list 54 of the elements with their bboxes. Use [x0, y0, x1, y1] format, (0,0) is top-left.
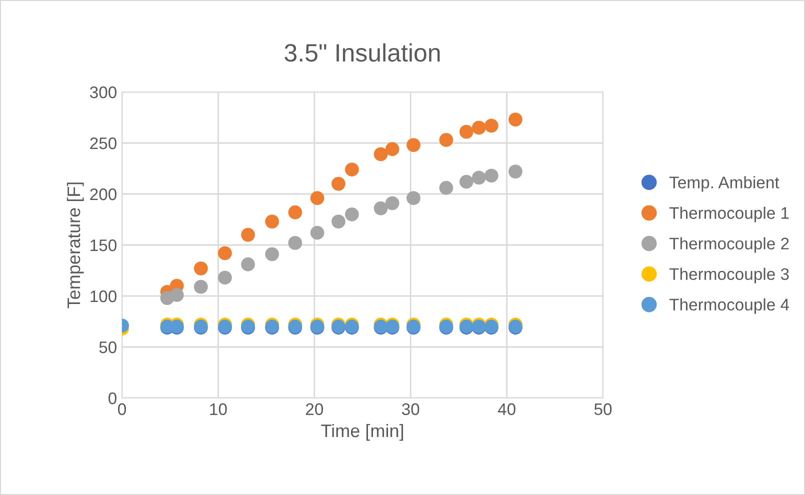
- point: [508, 164, 522, 179]
- y-axis-title: Temperature [F]: [66, 182, 84, 308]
- point: [344, 162, 359, 176]
- point: [459, 174, 474, 189]
- x-tick-label: 30: [402, 403, 420, 416]
- point: [332, 176, 346, 191]
- point: [484, 168, 498, 183]
- point: [310, 226, 324, 240]
- y-tick-label: 200: [90, 188, 116, 200]
- point: [344, 207, 359, 222]
- legend-label: Thermocouple 3: [669, 268, 789, 284]
- point: [472, 170, 486, 185]
- point: [241, 257, 255, 272]
- y-tick-label: 0: [108, 392, 116, 404]
- point: [288, 205, 302, 220]
- point: [310, 191, 324, 206]
- chart-title: 3.5" Insulation: [284, 43, 440, 62]
- y-tick-label: 50: [99, 341, 116, 354]
- point: [374, 147, 388, 162]
- point: [472, 120, 486, 135]
- y-tick-label: 250: [90, 137, 116, 150]
- point: [265, 247, 280, 262]
- point: [194, 280, 208, 294]
- point: [508, 112, 522, 126]
- x-tick-label: 0: [118, 403, 126, 416]
- legend-label: Temp. Ambient: [669, 176, 780, 192]
- point: [194, 262, 208, 276]
- point: [459, 124, 474, 139]
- point: [484, 118, 498, 133]
- legend-label: Thermocouple 4: [669, 298, 790, 314]
- y-tick-label: 150: [90, 239, 116, 252]
- point: [439, 132, 454, 147]
- point: [332, 214, 346, 228]
- legend-label: Thermocouple 1: [669, 206, 789, 222]
- y-tick-label: 300: [90, 86, 116, 98]
- legend-label: Thermocouple 2: [669, 237, 789, 253]
- point: [385, 142, 400, 156]
- x-tick-label: 50: [594, 403, 612, 416]
- x-axis-title: Time [min]: [321, 424, 404, 441]
- x-tick-label: 10: [210, 403, 227, 416]
- x-tick-label: 40: [498, 403, 516, 416]
- point: [406, 138, 420, 152]
- y-tick-label: 100: [90, 290, 116, 302]
- point: [374, 201, 388, 216]
- point: [288, 236, 302, 250]
- point: [265, 214, 280, 228]
- point: [241, 228, 255, 242]
- point: [439, 180, 454, 195]
- x-tick-label: 20: [306, 403, 324, 416]
- point: [218, 270, 232, 285]
- point: [218, 246, 232, 260]
- point: [170, 288, 184, 302]
- point: [385, 196, 400, 210]
- point: [406, 191, 420, 206]
